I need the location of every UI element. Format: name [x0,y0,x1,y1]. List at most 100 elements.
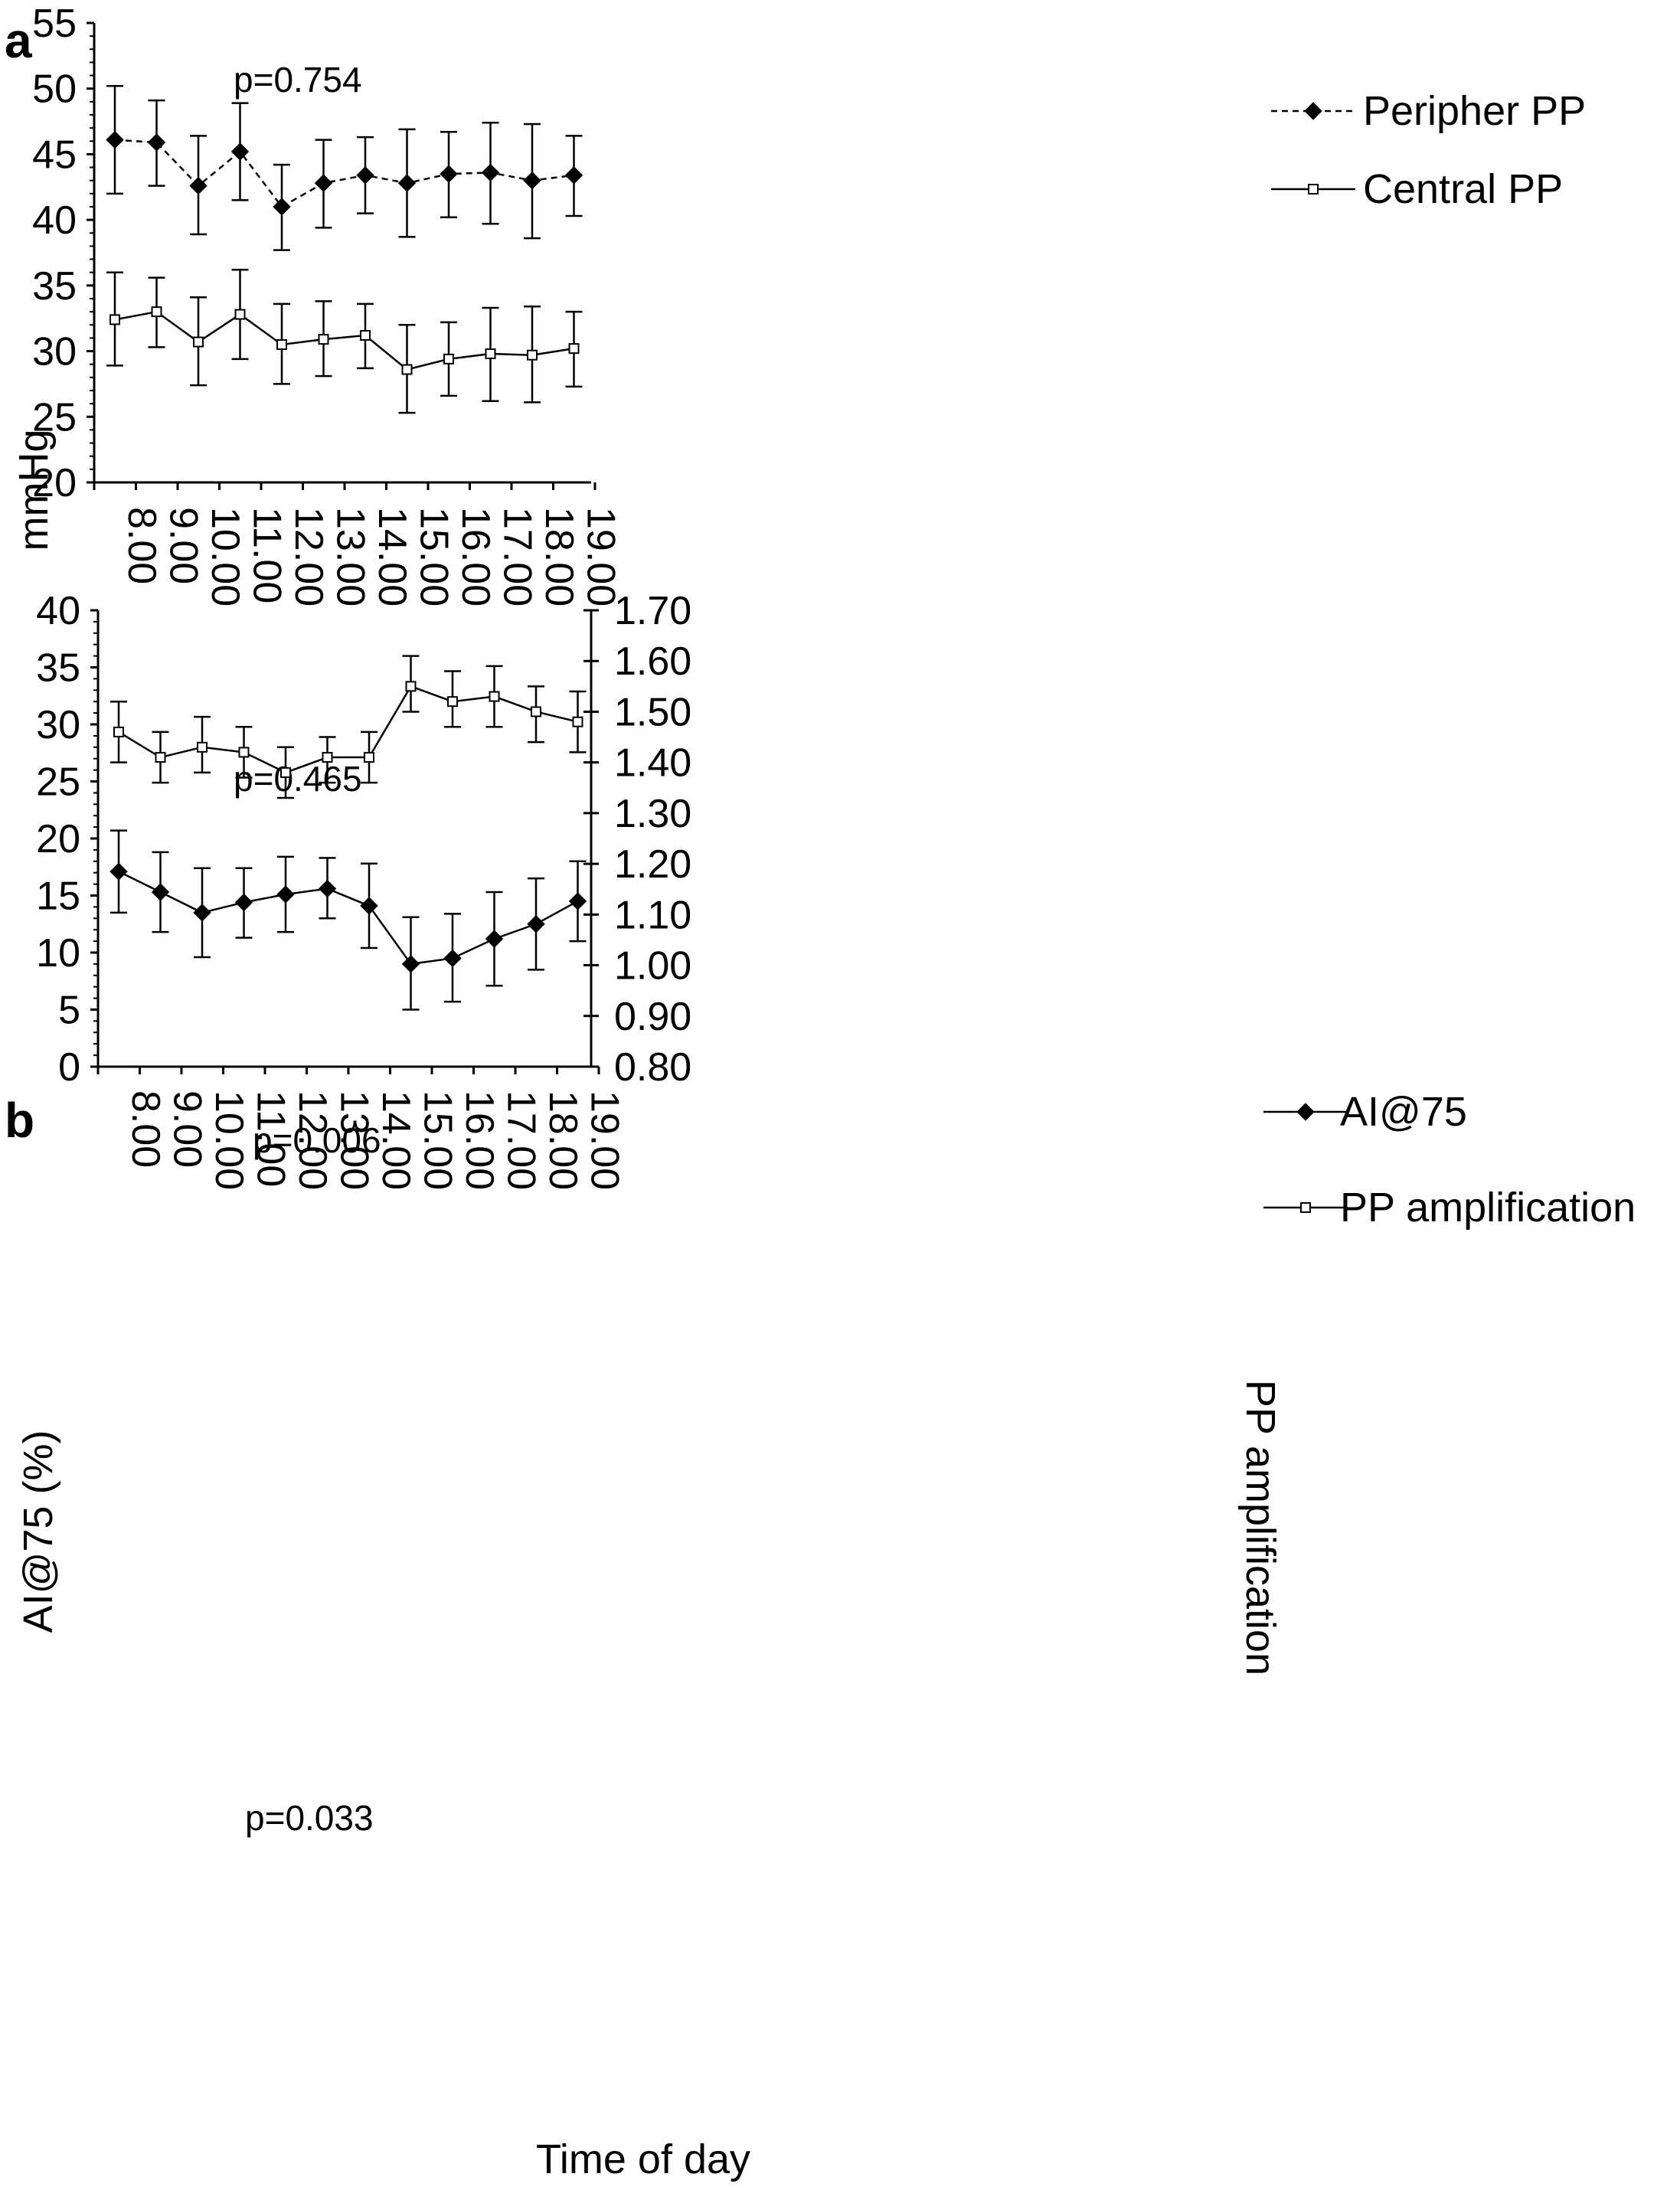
panel-b-pp-amplification-point [322,752,333,763]
panel-a-y-tick-label: 35 [32,264,77,309]
panel-b-ai-75-point [276,885,295,904]
panel-a-central-pp-point [527,349,538,361]
panel-a-peripher-pp-point [356,166,374,185]
panel-a-x-tick-label: 15.00 [412,507,456,606]
panel-a-central-pp-point [568,343,580,355]
panel-a-p-value-peripher: p=0.754 [234,60,362,100]
legend-a-label-central: Central PP [1363,166,1563,212]
panel-b-x-tick-label: 13.00 [332,1090,377,1190]
panel-a-central-pp-point [443,353,454,364]
panel-a-x-tick-label: 16.00 [453,507,498,606]
panel-a-y-tick-label: 25 [32,395,77,440]
panel-b-x-tick-label: 19.00 [583,1090,627,1190]
panel-b-pp-amplification-point [531,706,541,717]
panel-b-x-tick-label: 14.00 [374,1090,418,1190]
panel-a-peripher-pp-point [147,133,166,152]
panel-a-peripher-pp-point [440,165,458,183]
panel-b-right-tick-label: 1.40 [614,741,691,786]
panel-a-x-tick-label: 18.00 [537,507,581,606]
panel-a-x-tick-label: 10.00 [203,507,247,606]
legend-a-central-marker [1308,184,1319,194]
panel-b-pp-amplification-point [364,752,374,763]
panel-b-right-tick-label: 1.30 [614,792,691,836]
panel-a-x-tick-label: 12.00 [286,507,331,606]
panel-b-x-tick-label: 17.00 [499,1090,544,1190]
panel-b-y-tick-label: 25 [36,760,80,805]
panel-b-ai-75-point [318,879,337,898]
panel-a-y-tick-label: 45 [32,132,77,177]
panel-a-central-pp-line [114,310,574,371]
panel-a-central-pp-point [151,306,162,318]
panel-a-peripher-pp-point [273,198,291,216]
legend-b-label-ai75: AI@75 [1340,1089,1467,1135]
panel-a-central-pp-point [401,364,413,375]
panel-b-x-axis-title: Time of day [536,2136,750,2182]
panel-b-ai-75-point [234,893,253,912]
panel-b-y-tick-label: 35 [36,646,80,691]
panel-b-ai-75-point [568,892,587,910]
panel-a-central-pp-point [485,348,496,359]
panel-b-x-tick-label: 12.00 [290,1090,335,1190]
panel-b-right-tick-label: 1.00 [614,944,691,989]
panel-b-y-tick-label: 0 [58,1045,80,1090]
panel-a-y-tick-label: 55 [32,2,77,46]
panel-a-x-tick-label: 19.00 [579,507,623,606]
panel-b-x-tick-label: 9.00 [165,1090,210,1168]
panel-b-ai-75-point [151,883,170,901]
panel-a-central-pp-point [360,330,371,341]
panel-a-peripher-pp-point [230,142,250,161]
legend-b-pp-amplification-marker [1300,1202,1311,1213]
panel-a-central-pp-point [318,334,329,345]
panel-a-y-tick-label: 40 [32,198,77,243]
panel-b-right-tick-label: 1.20 [614,842,691,887]
panel-b-ai-75-line [118,871,579,966]
panel-b-pp-amplification-point [489,691,500,702]
panel-b-right-tick-label: 1.50 [614,690,691,734]
panel-a-x-tick-label: 9.00 [162,507,206,584]
panel-a-peripher-pp-point [397,174,417,192]
panel-b-y-tick-label: 30 [36,703,80,747]
panel-b-pp-amplification-point [405,681,417,692]
panel-a-x-tick-label: 17.00 [495,507,540,606]
legend-b-label-pp-amplification: PP amplification [1340,1185,1636,1231]
panel-a-x-tick-label: 13.00 [328,507,373,606]
panel-b-y-tick-label: 10 [36,931,80,976]
panel-b-pp-amplification-point [280,766,291,778]
panel-b-pp-amplification-point [238,747,250,758]
panel-b-y-tick-label: 5 [58,989,80,1033]
panel-a-y-tick-label: 30 [32,330,77,374]
panel-b-letter: b [5,1093,34,1148]
panel-b-p-value-pp-amplification: p=0.006 [253,1120,381,1160]
panel-a-central-pp-point [109,314,120,325]
panel-b-pp-amplification-point [447,696,458,708]
panel-b-right-tick-label: 0.90 [614,995,691,1039]
panel-a-peripher-pp-line [114,139,574,208]
panel-a-central-pp-point [234,309,246,320]
panel-b-pp-amplification-point [197,741,208,753]
panel-b-y-tick-label: 15 [36,874,80,919]
panel-a-central-pp-point [276,339,287,350]
legend-a-label-peripher: Peripher PP [1363,88,1586,134]
panel-a-y-tick-label: 20 [32,461,77,505]
panel-a-peripher-pp-point [523,172,541,190]
panel-a-peripher-pp-point [314,174,333,192]
panel-a-x-tick-label: 11.00 [245,507,289,603]
panel-b-x-tick-label: 11.00 [249,1090,293,1187]
panel-b-x-tick-label: 18.00 [541,1090,585,1190]
panel-b-right-axis-title: PP amplification [1237,1380,1283,1675]
panel-a-y-tick-label: 50 [32,67,77,112]
panel-b-x-tick-label: 10.00 [207,1090,251,1190]
panel-b-x-tick-label: 15.00 [416,1090,460,1190]
panel-b-right-tick-label: 1.10 [614,893,691,937]
panel-b-x-tick-label: 8.00 [123,1090,168,1168]
panel-b-pp-amplification-line [118,685,578,774]
panel-a-peripher-pp-point [481,163,500,182]
panel-b-pp-amplification-point [113,726,124,737]
legend-a-peripher-marker [1304,102,1322,120]
panel-b-ai-75-point [485,930,504,948]
panel-a-y-axis-title: mmHg [11,430,57,551]
panel-b-ai-75-point [193,904,211,922]
legend-b-ai75-marker [1296,1103,1315,1121]
panel-b-right-tick-label: 1.70 [614,589,691,633]
